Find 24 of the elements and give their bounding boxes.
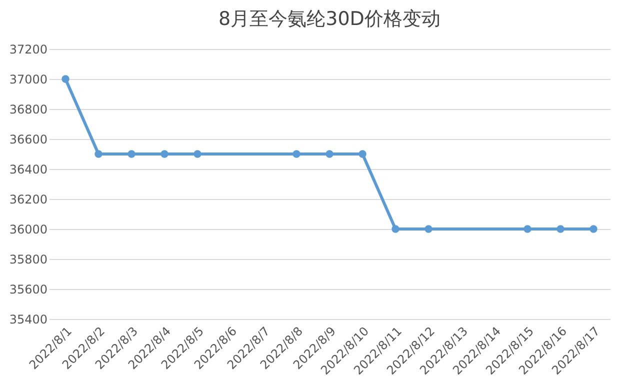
y-tick-label: 35400 — [9, 312, 48, 326]
point — [194, 150, 202, 158]
y-tick-label: 37200 — [9, 42, 48, 56]
y-tick-label: 36400 — [9, 162, 48, 176]
point — [358, 150, 366, 158]
point — [128, 150, 136, 158]
y-tick-label: 36600 — [9, 132, 48, 146]
point — [94, 150, 102, 158]
y-tick-label: 36000 — [9, 222, 48, 236]
point — [326, 150, 334, 158]
point — [524, 225, 532, 233]
y-tick-label: 36200 — [9, 192, 48, 206]
point — [292, 150, 300, 158]
y-tick-label: 36800 — [9, 102, 48, 116]
point — [590, 225, 598, 233]
point — [160, 150, 168, 158]
point — [556, 225, 564, 233]
chart-title: 8月至今氨纶30D价格变动 — [218, 8, 440, 30]
point — [424, 225, 432, 233]
y-tick-label: 37000 — [9, 72, 48, 86]
y-tick-label: 35600 — [9, 282, 48, 296]
y-tick-label: 35800 — [9, 252, 48, 266]
point — [62, 75, 70, 83]
point — [392, 225, 400, 233]
